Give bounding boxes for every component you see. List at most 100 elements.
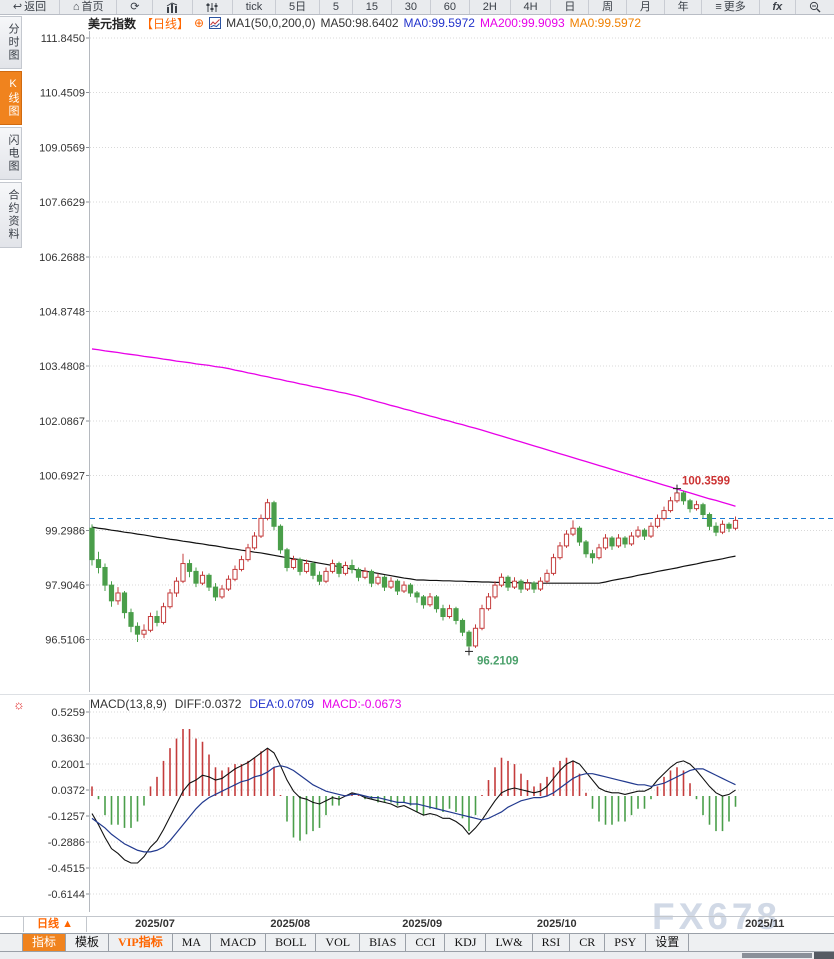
- svg-text:102.0867: 102.0867: [39, 416, 85, 428]
- svg-text:109.0569: 109.0569: [39, 142, 85, 154]
- tab-label: RSI: [541, 935, 561, 949]
- period-day-button[interactable]: 日: [551, 0, 590, 14]
- svg-text:100.6927: 100.6927: [39, 471, 85, 483]
- svg-text:-0.6144: -0.6144: [48, 889, 85, 901]
- sidebar-item-label: 闪电图: [7, 134, 19, 173]
- svg-text:0.5259: 0.5259: [51, 707, 85, 719]
- more-icon: ≡: [715, 1, 722, 13]
- macd-bar-value: MACD:-0.0673: [322, 697, 402, 711]
- tab-bias[interactable]: BIAS: [360, 934, 407, 951]
- period-5m-button[interactable]: 5: [320, 0, 353, 14]
- svg-text:96.5106: 96.5106: [45, 635, 85, 647]
- svg-text:-0.1257: -0.1257: [48, 811, 85, 823]
- tab-label: BIAS: [369, 935, 397, 949]
- sun-marker-icon[interactable]: ☼: [13, 697, 25, 712]
- period-week-button[interactable]: 周: [589, 0, 627, 14]
- tab-kdj[interactable]: KDJ: [445, 934, 487, 951]
- period-year-button[interactable]: 年: [665, 0, 703, 14]
- price-chart-canvas[interactable]: 111.8450 110.4509 109.0569 107.6629 106.2688…: [0, 0, 834, 917]
- tab-label: PSY: [614, 935, 637, 949]
- period-2h-button[interactable]: 2H: [470, 0, 511, 14]
- sidebar-item-time-chart[interactable]: 分时图: [0, 16, 22, 69]
- home-button[interactable]: ⌂ 首页: [60, 0, 118, 14]
- period-15m-button[interactable]: 15: [353, 0, 392, 14]
- refresh-icon: ⟳: [130, 1, 140, 13]
- sidebar-item-kline-chart[interactable]: K线图: [0, 71, 22, 125]
- x-axis-label: 2025/07: [135, 918, 175, 930]
- tab-indicators[interactable]: 指标: [23, 934, 67, 951]
- period-5d-button[interactable]: 5日: [276, 0, 320, 14]
- period-4h-button[interactable]: 4H: [511, 0, 552, 14]
- svg-text:106.2688: 106.2688: [39, 252, 85, 264]
- home-label: 首页: [81, 1, 104, 13]
- kline-view-button[interactable]: [153, 0, 194, 14]
- ma200-value: MA200:99.9093: [479, 16, 565, 30]
- tab-cr[interactable]: CR: [570, 934, 606, 951]
- symbol-name: 美元指数: [88, 16, 137, 31]
- svg-text:97.9046: 97.9046: [45, 580, 85, 592]
- period-label: 周: [602, 1, 614, 13]
- back-button[interactable]: ↩ 返回: [0, 0, 60, 14]
- scrollbar-corner: [814, 952, 834, 959]
- refresh-button[interactable]: ⟳: [117, 0, 154, 14]
- macd-settings: MACD(13,8,9): [90, 697, 167, 711]
- tab-label: VOL: [325, 935, 351, 949]
- add-indicator-icon[interactable]: ⊕: [194, 16, 205, 30]
- period-month-button[interactable]: 月: [627, 0, 665, 14]
- sidebar-item-contract-info[interactable]: 合约资料: [0, 182, 22, 248]
- ma0-value-orange: MA0:99.5972: [569, 16, 642, 30]
- tab-vip-indicators[interactable]: VIP指标: [109, 934, 173, 951]
- indicator-panel-button[interactable]: [193, 0, 233, 14]
- period-60m-button[interactable]: 60: [431, 0, 470, 14]
- period-tag: 【日线】: [141, 16, 190, 31]
- tab-label: MACD: [220, 935, 257, 949]
- tab-label: KDJ: [454, 935, 477, 949]
- sidebar-item-lightning-chart[interactable]: 闪电图: [0, 127, 22, 180]
- fx-functions-button[interactable]: fx: [760, 0, 797, 14]
- x-axis-label: 2025/11: [745, 918, 785, 930]
- svg-text:111.8450: 111.8450: [41, 33, 85, 45]
- ma50-value: MA50:98.6402: [320, 16, 399, 30]
- svg-text:104.8748: 104.8748: [39, 306, 85, 318]
- period-label: 日: [564, 1, 576, 13]
- scrollbar-handle[interactable]: [742, 953, 812, 958]
- period-label: 15: [365, 1, 378, 13]
- tab-lw[interactable]: LW&: [486, 934, 533, 951]
- tab-rsi[interactable]: RSI: [533, 934, 571, 951]
- period-label: 60: [443, 1, 456, 13]
- tab-templates[interactable]: 模板: [66, 934, 110, 951]
- svg-text:107.6629: 107.6629: [39, 197, 85, 209]
- tab-label: 设置: [655, 935, 680, 949]
- period-tick-button[interactable]: tick: [233, 0, 277, 14]
- svg-text:96.2109: 96.2109: [477, 655, 519, 667]
- macd-legend-row: MACD(13,8,9) DIFF:0.0372 DEA:0.0709 MACD…: [90, 697, 402, 711]
- tab-macd[interactable]: MACD: [211, 934, 267, 951]
- period-label: 年: [677, 1, 689, 13]
- more-button[interactable]: ≡ 更多: [702, 0, 760, 14]
- svg-text:110.4509: 110.4509: [40, 88, 85, 100]
- horizontal-scrollbar[interactable]: [0, 952, 834, 959]
- tab-boll[interactable]: BOLL: [266, 934, 317, 951]
- tab-label: CCI: [415, 935, 436, 949]
- tab-label: 模板: [75, 935, 100, 949]
- period-selector-button[interactable]: 日线 ▲: [23, 917, 87, 932]
- tab-vol[interactable]: VOL: [316, 934, 361, 951]
- tab-settings[interactable]: 设置: [646, 934, 690, 951]
- tab-label: VIP指标: [118, 935, 163, 949]
- fx-icon: fx: [772, 1, 783, 13]
- period-30m-button[interactable]: 30: [392, 0, 431, 14]
- tab-ma[interactable]: MA: [173, 934, 212, 951]
- svg-text:-0.2886: -0.2886: [48, 837, 85, 849]
- tab-cci[interactable]: CCI: [406, 934, 446, 951]
- zoom-out-icon: [809, 1, 821, 13]
- svg-text:100.3599: 100.3599: [682, 476, 730, 488]
- tab-label: MA: [181, 935, 202, 949]
- chart-legend-row: 美元指数 【日线】 ⊕ MA1(50,0,200,0) MA50:98.6402…: [88, 16, 828, 31]
- svg-text:0.2001: 0.2001: [51, 759, 85, 771]
- ma0-value-blue: MA0:99.5972: [403, 16, 475, 30]
- svg-text:0.0372: 0.0372: [51, 785, 85, 797]
- svg-text:99.2986: 99.2986: [45, 525, 85, 537]
- tab-psy[interactable]: PSY: [605, 934, 647, 951]
- zoom-out-button[interactable]: [796, 0, 834, 14]
